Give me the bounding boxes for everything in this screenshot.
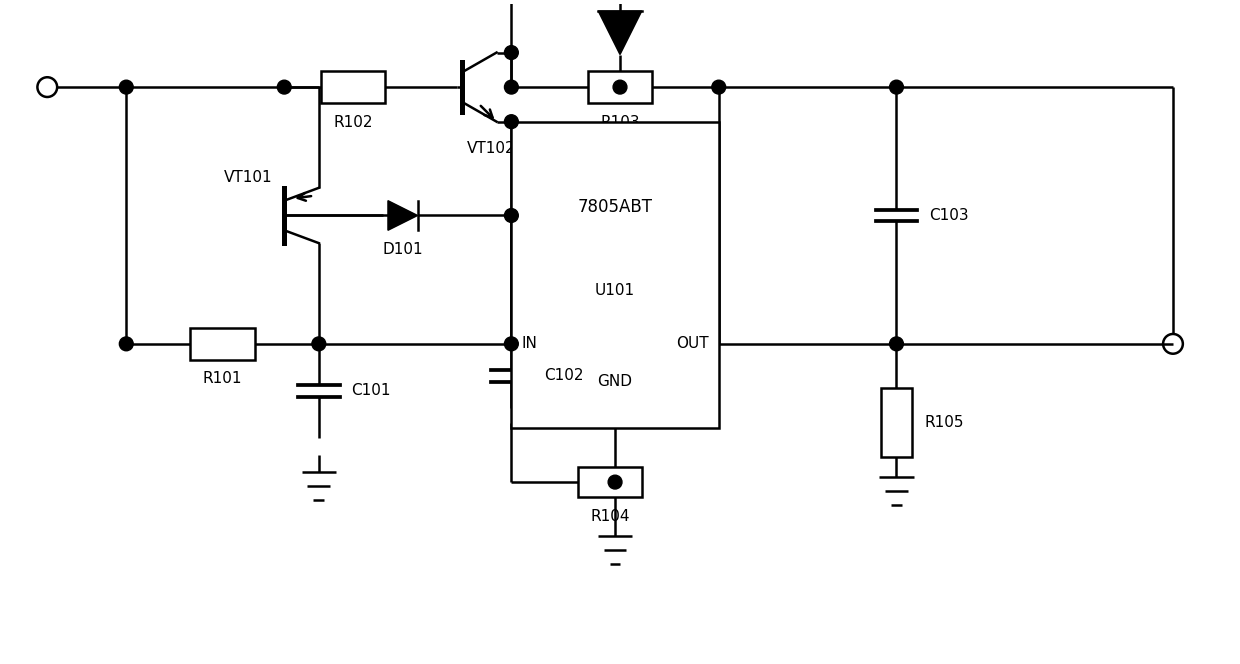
Circle shape [505,337,518,351]
Text: R103: R103 [600,115,640,129]
Circle shape [119,337,133,351]
Text: OUT: OUT [676,337,709,351]
Bar [321,71,386,103]
Text: R102: R102 [334,115,373,129]
Text: D101: D101 [382,242,423,257]
Circle shape [119,80,133,94]
Bar [578,467,642,497]
Circle shape [505,46,518,60]
Text: R105: R105 [924,416,963,430]
Polygon shape [598,11,642,54]
Text: C103: C103 [929,208,968,223]
Text: R101: R101 [203,371,242,386]
Circle shape [712,80,725,94]
Bar [588,71,652,103]
Text: GND: GND [598,374,632,389]
Text: VT102: VT102 [467,141,516,157]
Text: IN: IN [521,337,537,351]
Circle shape [889,337,904,351]
Text: 7805ABT: 7805ABT [578,199,652,216]
Circle shape [608,475,622,489]
Circle shape [505,115,518,129]
Text: R104: R104 [590,509,630,524]
Circle shape [278,80,291,94]
Text: U101: U101 [595,283,635,297]
Text: C102: C102 [544,369,584,383]
Polygon shape [388,201,418,230]
Bar [511,122,719,428]
Circle shape [312,337,326,351]
Bar [191,328,254,360]
Bar [880,388,913,457]
Circle shape [889,80,904,94]
Circle shape [505,208,518,222]
Circle shape [613,80,627,94]
Circle shape [505,80,518,94]
Text: C101: C101 [351,383,391,398]
Text: VT101: VT101 [223,171,273,185]
